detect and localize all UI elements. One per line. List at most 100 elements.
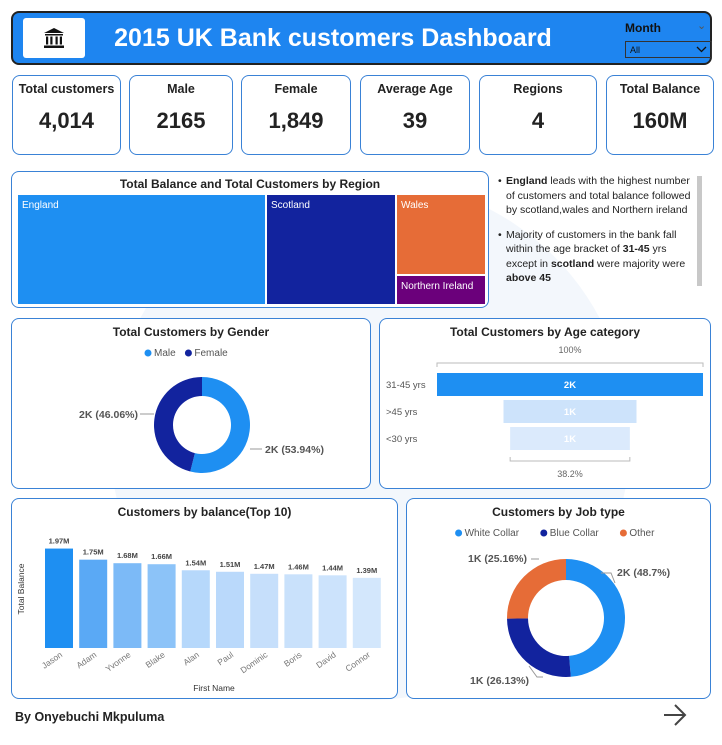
funnel-category-label: <30 yrs: [386, 434, 418, 445]
treemap-tile-label: England: [22, 200, 59, 211]
funnel-bar[interactable]: [503, 400, 637, 423]
insight-bold: 31-45: [622, 243, 650, 255]
kpi-value: 2165: [156, 108, 206, 133]
donut-slice-other[interactable]: [507, 559, 566, 619]
insight-bold: England: [506, 175, 548, 187]
treemap-tile-label: Scotland: [271, 200, 310, 211]
x-tick-label: Paul: [215, 649, 235, 667]
kpi-total-balance: Total Balance 160M: [606, 75, 714, 155]
gender-panel-title: Total Customers by Gender: [112, 325, 270, 339]
funnel-top-label: 100%: [558, 345, 581, 355]
kpi-value: 4,014: [38, 108, 95, 133]
kpi-male: Male 2165: [129, 75, 233, 155]
page-title: 2015 UK Bank customers Dashboard: [114, 24, 552, 52]
bar-adam[interactable]: [79, 559, 108, 648]
age-chart-panel: Total Customers by Age category 100% 2K 31…: [379, 318, 711, 489]
bar-data-label: 1.44M: [322, 563, 343, 572]
age-panel-title: Total Customers by Age category: [449, 325, 641, 339]
legend-label: White Collar: [465, 528, 520, 539]
gender-chart-panel: Total Customers by Gender Male Female 2K (…: [11, 318, 371, 489]
bar-data-label: 1.47M: [254, 562, 275, 571]
x-tick-label: Blake: [144, 649, 167, 670]
leader-line: [528, 665, 543, 678]
bar-yvonne[interactable]: [113, 563, 142, 648]
kpi-label: Total customers: [18, 82, 115, 96]
region-treemap-panel: Total Balance and Total Customers by Reg…: [11, 171, 489, 308]
kpi-label: Regions: [513, 82, 563, 96]
kpi-total-customers: Total customers 4,014: [12, 75, 121, 155]
kpi-value: 39: [402, 108, 428, 133]
treemap-tile-label: Northern Ireland: [401, 281, 474, 292]
month-slicer-dropdown[interactable]: All: [625, 41, 712, 58]
header-banner: 2015 UK Bank customers Dashboard Month ⌄…: [11, 11, 712, 65]
funnel-bar[interactable]: [437, 373, 703, 396]
x-tick-label: Boris: [282, 649, 304, 668]
legend-marker: [540, 529, 548, 537]
bar-data-label: 1.54M: [185, 558, 206, 567]
funnel-bottom-bracket: [509, 457, 631, 462]
treemap-tile-scotland[interactable]: Scotland: [267, 195, 395, 304]
kpi-label: Total Balance: [619, 82, 701, 96]
x-axis-title: First Name: [193, 683, 235, 693]
bar-david[interactable]: [318, 575, 347, 648]
legend-label: Male: [154, 348, 176, 359]
treemap-tile-wales[interactable]: Wales: [397, 195, 485, 274]
donut-slice-male[interactable]: [190, 377, 250, 473]
gender-donut-chart: Male Female 2K (53.94%) 2K (46.06%): [79, 348, 324, 473]
bar-alan[interactable]: [181, 570, 210, 648]
donut-slice-female[interactable]: [153, 377, 202, 472]
month-slicer-value: All: [630, 44, 641, 55]
bar-dominic[interactable]: [250, 573, 279, 648]
leader-line: [601, 572, 616, 584]
donut-slice-blue-collar[interactable]: [507, 618, 571, 677]
kpi-regions: Regions 4: [479, 75, 597, 155]
insight-text: leads with the highest number of custome…: [506, 175, 691, 216]
bar-data-label: 1.51M: [220, 560, 241, 569]
bar-connor[interactable]: [352, 577, 381, 648]
bar-blake[interactable]: [147, 564, 176, 648]
x-tick-label: Adam: [74, 649, 98, 670]
legend-label: Female: [194, 348, 228, 359]
donut-slice-white-collar[interactable]: [566, 559, 626, 677]
bar-data-label: 1.97M: [49, 537, 70, 546]
legend-marker: [455, 529, 463, 537]
chevron-down-icon[interactable]: ⌄: [697, 20, 707, 32]
job-chart-panel: Customers by Job type White Collar Blue C…: [406, 498, 711, 699]
bar-paul[interactable]: [216, 571, 244, 648]
bar-data-label: 1.46M: [288, 562, 309, 571]
funnel-bar-value: 1K: [564, 434, 576, 445]
bar-jason[interactable]: [45, 548, 73, 648]
funnel-category-label: >45 yrs: [386, 407, 418, 418]
funnel-top-bracket: [436, 362, 704, 367]
data-label-other: 1K (25.16%): [468, 553, 527, 565]
bar-data-label: 1.68M: [117, 551, 138, 560]
insight-text: Majority of customers in the bank fall w…: [506, 228, 677, 256]
x-tick-label: Jason: [40, 649, 65, 670]
x-tick-label: Connor: [343, 649, 372, 673]
kpi-average-age: Average Age 39: [360, 75, 470, 155]
insight-text: were majority were: [594, 257, 686, 270]
legend-marker: [619, 529, 627, 537]
x-tick-label: Dominic: [238, 649, 269, 675]
funnel-bottom-label: 38.2%: [557, 469, 583, 479]
bar-boris[interactable]: [284, 574, 313, 648]
x-tick-label: Alan: [181, 649, 201, 667]
age-funnel-chart: 100% 2K 31-45 yrs 1K >45 yrs 1K <30 yrs 38.2%: [386, 345, 704, 479]
y-axis-title: Total Balance: [16, 563, 26, 614]
treemap-tile-england[interactable]: England: [18, 195, 265, 304]
author-credit: By Onyebuchi Mkpuluma: [15, 710, 165, 724]
kpi-value: 4: [531, 108, 545, 133]
insight-text: yrs except in: [506, 243, 667, 270]
arrow-right-icon[interactable]: [660, 700, 690, 730]
treemap-tile-northern-ireland[interactable]: Northern Ireland: [397, 276, 485, 304]
kpi-label: Female: [274, 82, 318, 96]
logo: [23, 18, 85, 58]
x-tick-label: Yvonne: [104, 649, 133, 674]
funnel-bar[interactable]: [510, 427, 630, 450]
notes-scrollbar[interactable]: [697, 176, 702, 286]
legend-label: Other: [629, 528, 655, 539]
bank-icon: [44, 28, 64, 48]
legend-marker: [184, 349, 192, 357]
chevron-down-icon: [696, 46, 707, 53]
kpi-label: Male: [167, 82, 195, 96]
